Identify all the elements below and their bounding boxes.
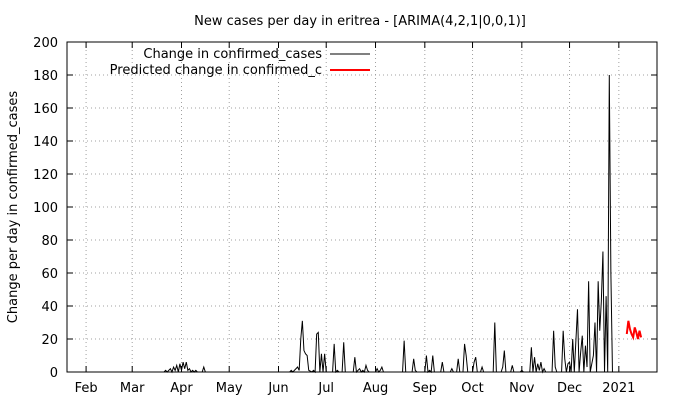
legend-label-1: Predicted change in confirmed_c — [110, 63, 322, 78]
x-tick-label: Nov — [509, 381, 535, 396]
y-ticks: 0 20 40 60 80 100 120 140 160 180 200 — [33, 36, 657, 381]
y-axis-label: Change per day in confirmed_cases — [6, 91, 21, 324]
x-tick-label: Oct — [461, 381, 483, 396]
x-tick-label: May — [216, 381, 243, 396]
y-tick-label: 140 — [33, 135, 58, 150]
y-tick-label: 80 — [41, 234, 58, 249]
grid-lines — [67, 42, 657, 372]
x-tick-label: Mar — [120, 381, 145, 396]
y-tick-label: 40 — [41, 300, 58, 315]
y-tick-label: 60 — [41, 267, 58, 282]
y-tick-label: 180 — [33, 69, 58, 84]
x-tick-label: Jun — [267, 381, 288, 396]
y-tick-label: 20 — [41, 333, 58, 348]
x-tick-label: 2021 — [602, 381, 635, 396]
series-line-predicted — [625, 320, 643, 341]
legend: Change in confirmed_cases Predicted chan… — [110, 47, 370, 78]
series-line-confirmed-cases — [163, 74, 613, 374]
series-layer — [163, 74, 643, 374]
y-tick-label: 200 — [33, 36, 58, 51]
x-tick-label: Sep — [413, 381, 438, 396]
x-tick-label: Jul — [317, 381, 334, 396]
x-ticks: Feb Mar Apr May Jun Jul Aug Sep Oct Nov Dec 2021 — [75, 42, 635, 396]
x-tick-label: Apr — [170, 381, 193, 396]
x-tick-label: Feb — [75, 381, 98, 396]
x-tick-label: Aug — [363, 381, 388, 396]
y-tick-label: 120 — [33, 168, 58, 183]
legend-label-0: Change in confirmed_cases — [143, 47, 322, 62]
x-tick-label: Dec — [557, 381, 582, 396]
y-tick-label: 0 — [50, 366, 58, 381]
y-tick-label: 160 — [33, 102, 58, 117]
chart-title: New cases per day in eritrea - [ARIMA(4,… — [194, 14, 526, 29]
y-tick-label: 100 — [33, 201, 58, 216]
